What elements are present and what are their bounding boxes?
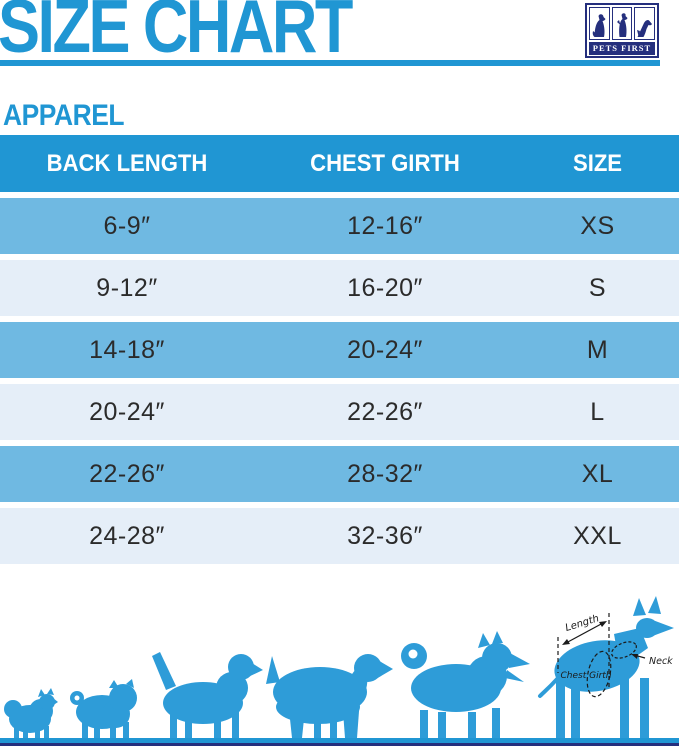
- size-value: XL: [581, 459, 614, 488]
- dog-size-illustration: Length Chest Girth Neck: [0, 588, 679, 747]
- begging-dog-icon: [611, 7, 633, 40]
- chest-girth-label: Chest Girth: [560, 671, 611, 681]
- back-length-value: 9-12″: [96, 273, 158, 302]
- back-length-value: 14-18″: [89, 335, 165, 364]
- section-title: APPAREL: [3, 99, 125, 132]
- dog-silhouette-great-dane: [538, 596, 674, 738]
- bowing-dog-icon: [634, 7, 656, 40]
- table-row-xl: 22-26″ 28-32″ XL: [0, 446, 679, 502]
- length-arrowhead-left: [562, 639, 570, 645]
- size-value: L: [590, 397, 605, 426]
- back-length-value: 22-26″: [89, 459, 165, 488]
- column-header-size: SIZE: [572, 149, 623, 177]
- ground-line-shadow: [0, 743, 679, 746]
- title-band: SIZE CHART: [0, 0, 679, 70]
- ground-line: [0, 738, 679, 743]
- column-header-chest-girth: CHEST GIRTH: [310, 149, 460, 177]
- dog-silhouette-pomeranian: [4, 688, 58, 738]
- logo-dog-panels: [589, 7, 656, 40]
- size-value: XXL: [573, 521, 622, 550]
- sitting-dog-icon: [589, 7, 610, 40]
- size-value: XS: [580, 211, 615, 240]
- dog-silhouette-beagle: [152, 652, 263, 738]
- brand-name: PETS FIRST: [589, 42, 655, 55]
- size-value: S: [588, 273, 607, 302]
- neck-label: Neck: [649, 656, 673, 667]
- chest-girth-ellipse: [586, 650, 612, 698]
- neck-arrowhead: [631, 654, 638, 659]
- chest-girth-value: 16-20″: [347, 273, 423, 302]
- size-table: BACK LENGTH CHEST GIRTH SIZE 6-9″ 12-16″…: [0, 135, 679, 570]
- chest-girth-value: 32-36″: [347, 521, 423, 550]
- back-length-value: 24-28″: [89, 521, 165, 550]
- size-value: M: [586, 335, 609, 364]
- table-header-row: BACK LENGTH CHEST GIRTH SIZE: [0, 135, 679, 192]
- neck-ellipse: [611, 641, 637, 659]
- length-label: Length: [564, 613, 600, 634]
- back-length-value: 6-9″: [103, 211, 151, 240]
- length-arrow: [565, 622, 604, 644]
- dog-silhouette-cocker-spaniel: [266, 654, 393, 738]
- table-row-s: 9-12″ 16-20″ S: [0, 260, 679, 316]
- chest-girth-value: 12-16″: [347, 211, 423, 240]
- chest-girth-value: 28-32″: [347, 459, 423, 488]
- dog-silhouette-husky: [401, 631, 530, 738]
- back-length-value: 20-24″: [89, 397, 165, 426]
- chest-girth-value: 20-24″: [347, 335, 423, 364]
- table-row-m: 14-18″ 20-24″ M: [0, 322, 679, 378]
- dog-silhouette-pug: [70, 679, 137, 738]
- page-title: SIZE CHART: [0, 0, 353, 68]
- length-arrowhead-right: [599, 621, 607, 627]
- chest-girth-value: 22-26″: [347, 397, 423, 426]
- pets-first-logo: PETS FIRST: [585, 3, 659, 58]
- column-header-back-length: BACK LENGTH: [46, 149, 208, 177]
- table-row-xxl: 24-28″ 32-36″ XXL: [0, 508, 679, 564]
- table-row-l: 20-24″ 22-26″ L: [0, 384, 679, 440]
- title-underline: [0, 60, 660, 66]
- table-row-xs: 6-9″ 12-16″ XS: [0, 198, 679, 254]
